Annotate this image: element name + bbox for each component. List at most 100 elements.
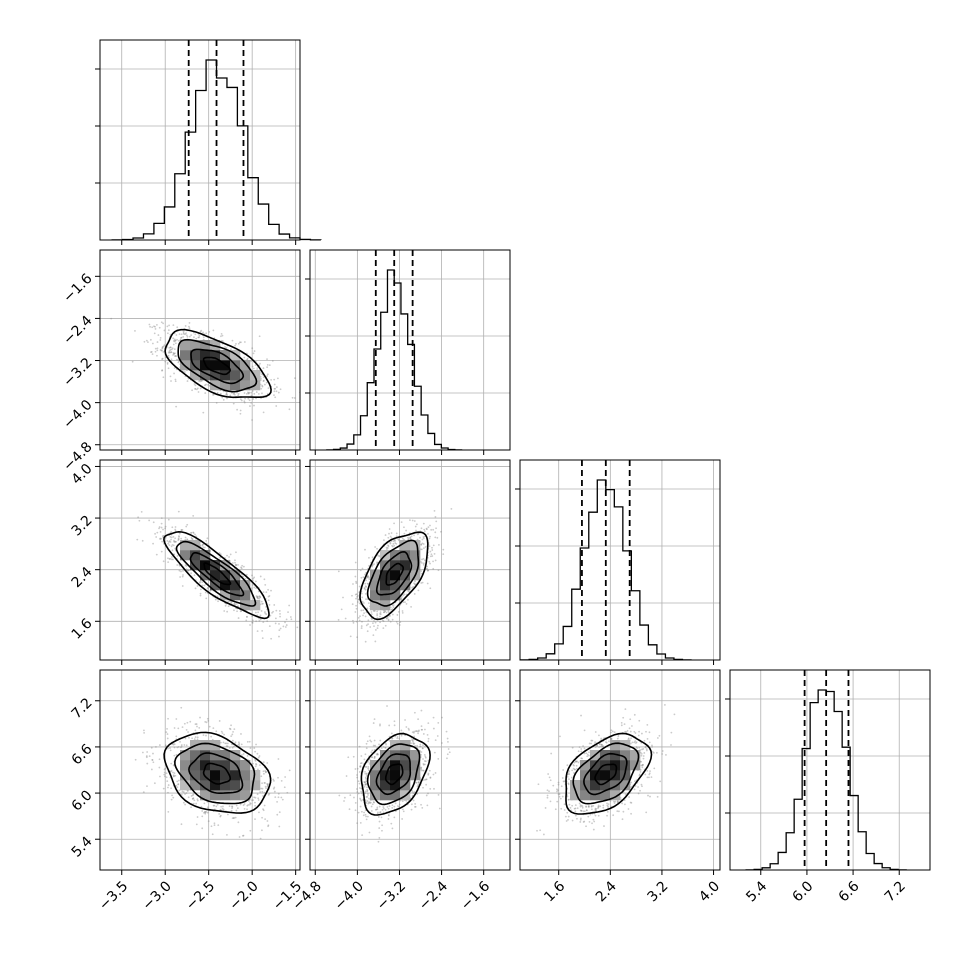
- scatter-point: [571, 769, 574, 772]
- scatter-point: [251, 419, 253, 421]
- density-cell: [190, 760, 201, 771]
- y-tick-label: −3.2: [60, 355, 95, 390]
- scatter-point: [422, 744, 424, 747]
- scatter-point: [411, 739, 414, 742]
- scatter-point: [583, 747, 586, 750]
- scatter-point: [146, 785, 148, 788]
- scatter-point: [367, 575, 369, 578]
- scatter-point: [362, 784, 365, 787]
- scatter-point: [173, 540, 176, 543]
- scatter-point: [221, 334, 224, 337]
- scatter-point: [413, 742, 416, 745]
- density-cell: [410, 560, 421, 571]
- scatter-point: [220, 805, 223, 808]
- scatter-point: [166, 733, 169, 735]
- scatter-point: [591, 822, 593, 825]
- scatter-point: [437, 721, 440, 724]
- scatter-point: [414, 744, 417, 747]
- scatter-point: [177, 539, 180, 542]
- scatter-point: [390, 540, 393, 543]
- scatter-point: [626, 729, 629, 732]
- scatter-point: [421, 558, 423, 561]
- scatter-point: [276, 813, 279, 816]
- scatter-point: [382, 807, 385, 810]
- y-tick-label: −4.0: [60, 397, 95, 432]
- scatter-point: [640, 760, 642, 763]
- scatter-point: [253, 404, 255, 407]
- scatter-point: [391, 604, 394, 607]
- scatter-point: [388, 805, 391, 807]
- scatter-point: [610, 729, 613, 732]
- scatter-point: [251, 615, 254, 618]
- scatter-point: [397, 539, 400, 542]
- scatter-point: [192, 532, 195, 534]
- scatter-point: [587, 805, 590, 808]
- scatter-point: [180, 746, 182, 749]
- density-cell: [190, 550, 201, 561]
- scatter-point: [574, 807, 577, 810]
- scatter-point: [425, 778, 427, 781]
- scatter-point: [612, 814, 615, 817]
- density-cell: [390, 570, 401, 581]
- scatter-point: [196, 799, 199, 802]
- scatter-point: [643, 739, 646, 742]
- scatter-point: [424, 760, 427, 763]
- density-cell: [200, 340, 211, 351]
- scatter-point: [430, 528, 433, 531]
- scatter-point: [412, 743, 415, 745]
- scatter-point: [166, 332, 169, 335]
- scatter-point: [226, 610, 229, 613]
- scatter-point: [235, 564, 238, 566]
- density-cell: [200, 760, 211, 771]
- scatter-point: [187, 569, 190, 572]
- scatter-point: [219, 814, 222, 817]
- scatter-point: [256, 752, 259, 755]
- scatter-point: [267, 793, 270, 796]
- scatter-point: [231, 805, 234, 808]
- scatter-point: [374, 609, 376, 612]
- scatter-point: [178, 789, 181, 792]
- scatter-point: [415, 529, 417, 532]
- density-cell: [220, 370, 231, 381]
- density-cell: [240, 780, 251, 791]
- scatter-point: [229, 600, 232, 603]
- scatter-point: [388, 528, 391, 530]
- scatter-point: [267, 588, 269, 591]
- scatter-point: [384, 808, 387, 811]
- density-cell: [390, 590, 401, 601]
- scatter-point: [215, 730, 218, 733]
- scatter-point: [187, 796, 190, 799]
- scatter-point: [227, 813, 229, 816]
- scatter-point: [387, 536, 390, 539]
- scatter-point: [192, 793, 195, 796]
- density-cell: [600, 780, 611, 791]
- scatter-point: [263, 772, 265, 775]
- scatter-point: [355, 580, 358, 583]
- scatter-point: [265, 770, 267, 773]
- scatter-point: [266, 363, 269, 366]
- scatter-point: [401, 808, 404, 811]
- density-cell: [200, 560, 211, 571]
- scatter-point: [379, 615, 381, 618]
- scatter-point: [204, 812, 207, 815]
- scatter-point: [235, 603, 238, 605]
- scatter-point: [207, 820, 210, 823]
- scatter-point: [194, 736, 197, 738]
- scatter-point: [442, 548, 445, 551]
- scatter-point: [202, 546, 205, 549]
- scatter-point: [364, 573, 366, 576]
- scatter-point: [376, 561, 378, 564]
- scatter-point: [563, 809, 566, 811]
- scatter-point: [446, 757, 448, 760]
- scatter-point: [273, 779, 275, 782]
- scatter-point: [216, 595, 219, 598]
- scatter-point: [193, 336, 195, 339]
- scatter-point: [358, 745, 361, 748]
- scatter-point: [378, 827, 381, 829]
- scatter-point: [254, 804, 257, 807]
- scatter-point: [420, 570, 422, 572]
- scatter-point: [250, 587, 253, 590]
- scatter-point: [230, 724, 232, 727]
- scatter-point: [248, 391, 251, 394]
- scatter-point: [258, 811, 260, 814]
